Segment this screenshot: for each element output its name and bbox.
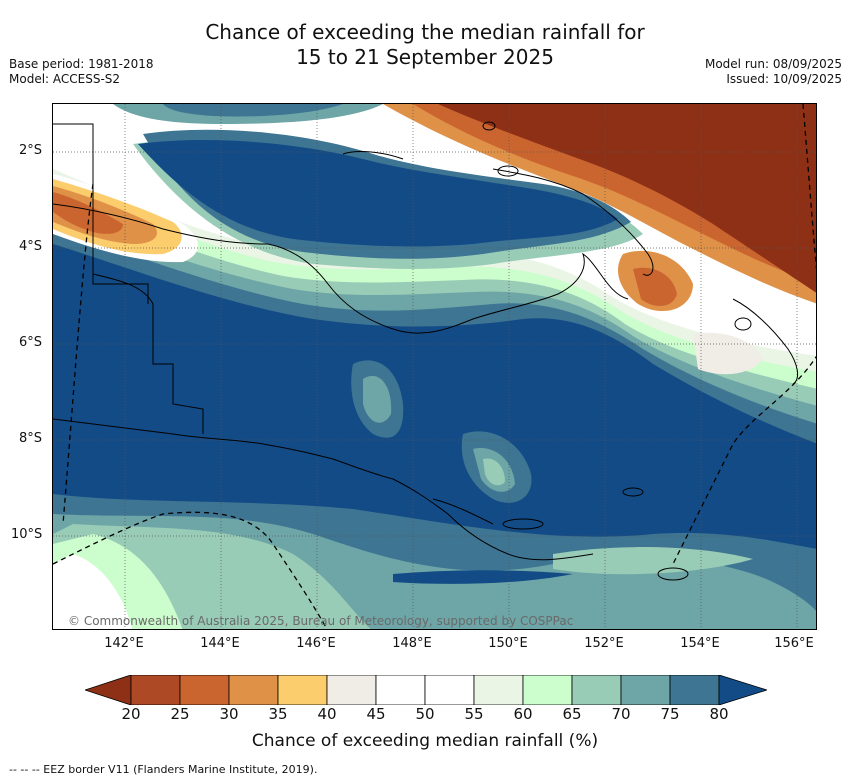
colorbar-cell xyxy=(424,674,475,706)
lon-label-146e: 146°E xyxy=(296,636,336,651)
colorbar-tick: 60 xyxy=(513,705,533,723)
eez-borders xyxy=(53,104,816,629)
lon-label-156e: 156°E xyxy=(774,636,814,651)
map-title: Chance of exceeding the median rainfall … xyxy=(0,20,850,70)
colorbar-tick: 50 xyxy=(415,705,435,723)
map-svg xyxy=(53,104,816,629)
lon-label-154e: 154°E xyxy=(680,636,720,651)
contour-50 xyxy=(53,554,133,629)
lat-label-2s: 2°S xyxy=(19,143,43,158)
model-name: Model: ACCESS-S2 xyxy=(9,72,121,86)
colorbar-tick: 30 xyxy=(219,705,239,723)
issued-date: Issued: 10/09/2025 xyxy=(726,72,842,86)
meta-left: Base period: 1981-2018 Model: ACCESS-S2 xyxy=(9,57,154,87)
lat-label-8s: 8°S xyxy=(19,431,43,446)
colorbar-svg xyxy=(83,674,769,706)
colorbar-tick: 65 xyxy=(562,705,582,723)
colorbar-arrow-high xyxy=(718,674,769,706)
colorbar-cell xyxy=(277,674,328,706)
colorbar-cell xyxy=(620,674,671,706)
copyright-notice: © Commonwealth of Australia 2025, Bureau… xyxy=(68,614,574,628)
colorbar-tick: 70 xyxy=(611,705,631,723)
colorbar-cell xyxy=(473,674,524,706)
colorbar-tick: 55 xyxy=(464,705,484,723)
colorbar-label: Chance of exceeding median rainfall (%) xyxy=(251,731,599,751)
rainfall-map xyxy=(52,103,817,630)
colorbar-tick: 35 xyxy=(268,705,288,723)
colorbar-arrow-low xyxy=(83,674,132,706)
lon-label-150e: 150°E xyxy=(488,636,528,651)
meta-right: Model run: 08/09/2025 Issued: 10/09/2025 xyxy=(705,57,842,87)
graticule xyxy=(53,104,816,629)
colorbar-cell xyxy=(571,674,622,706)
colorbar-cell xyxy=(669,674,720,706)
colorbar xyxy=(83,674,769,706)
lon-label-142e: 142°E xyxy=(104,636,144,651)
colorbar-cell xyxy=(326,674,377,706)
colorbar-cell xyxy=(228,674,279,706)
title-line-2: 15 to 21 September 2025 xyxy=(296,45,554,69)
model-run: Model run: 08/09/2025 xyxy=(704,57,842,71)
lon-label-148e: 148°E xyxy=(392,636,432,651)
colorbar-cells xyxy=(130,674,720,706)
colorbar-tick: 40 xyxy=(317,705,337,723)
contour-below-20 xyxy=(438,104,816,293)
base-period: Base period: 1981-2018 xyxy=(9,57,154,71)
colorbar-tick: 45 xyxy=(366,705,386,723)
lon-label-152e: 152°E xyxy=(584,636,624,651)
colorbar-ticks: 20 25 30 35 40 45 50 55 60 65 70 75 80 xyxy=(0,705,850,725)
colorbar-tick: 80 xyxy=(709,705,729,723)
lat-label-4s: 4°S xyxy=(19,239,43,254)
lat-label-6s: 6°S xyxy=(19,335,43,350)
eez-legend-note: -- -- -- EEZ border V11 (Flanders Marine… xyxy=(9,763,318,776)
colorbar-cell xyxy=(375,674,426,706)
colorbar-tick: 75 xyxy=(660,705,680,723)
lat-label-10s: 10°S xyxy=(11,527,43,542)
colorbar-cell xyxy=(522,674,573,706)
colorbar-cell xyxy=(130,674,181,706)
colorbar-tick: 20 xyxy=(121,705,141,723)
colorbar-cell xyxy=(179,674,230,706)
title-line-1: Chance of exceeding the median rainfall … xyxy=(205,20,645,44)
coastlines xyxy=(53,123,799,561)
colorbar-tick: 25 xyxy=(170,705,190,723)
lon-label-144e: 144°E xyxy=(200,636,240,651)
